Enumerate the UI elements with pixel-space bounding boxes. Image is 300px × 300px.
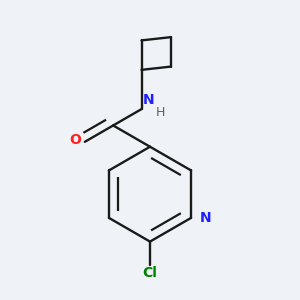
Text: H: H bbox=[156, 106, 166, 119]
Text: N: N bbox=[143, 94, 155, 107]
Text: N: N bbox=[200, 211, 212, 225]
Text: O: O bbox=[69, 133, 81, 147]
Text: Cl: Cl bbox=[142, 266, 158, 280]
